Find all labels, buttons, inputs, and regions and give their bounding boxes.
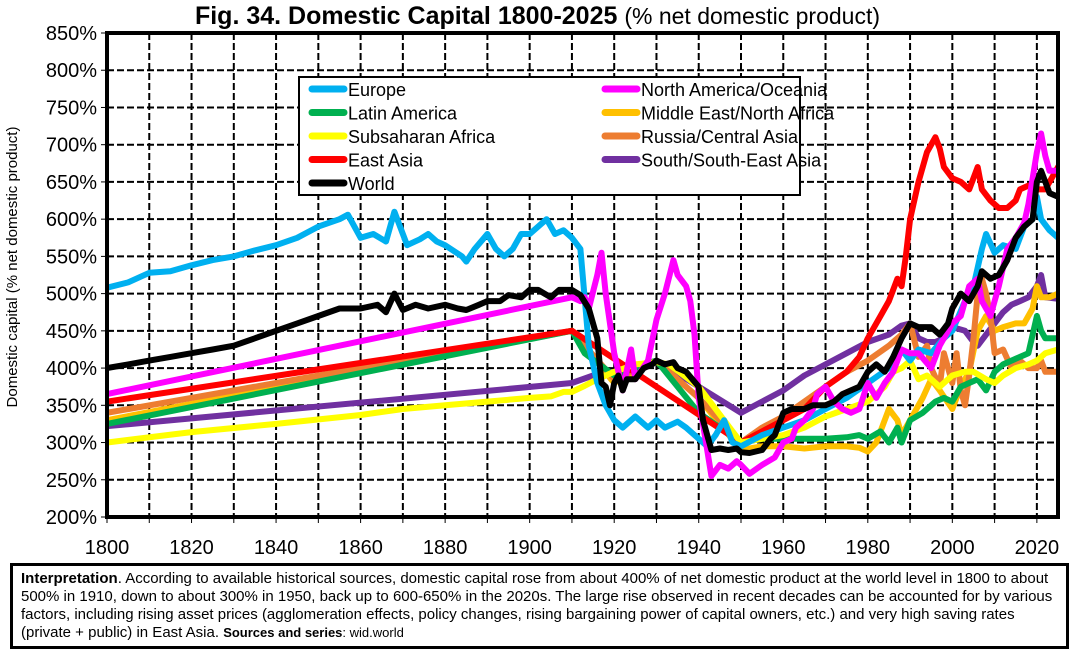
legend-item: Middle East/North Africa <box>601 104 835 124</box>
x-tick-label: 1960 <box>761 537 806 559</box>
y-tick-label: 750% <box>46 97 97 119</box>
legend-box <box>298 76 801 196</box>
note-label: Interpretation <box>21 570 118 587</box>
interpretation-note: Interpretation. According to available h… <box>10 563 1069 649</box>
y-tick-label: 350% <box>46 395 97 417</box>
x-tick-label: 1840 <box>254 537 299 559</box>
y-tick-label: 250% <box>46 470 97 492</box>
chart-title-main: Fig. 34. Domestic Capital 1800-2025 <box>194 2 618 30</box>
y-tick-label: 400% <box>46 358 97 380</box>
legend-label: North America/Oceania <box>641 80 828 100</box>
y-tick-label: 850% <box>46 23 97 45</box>
chart-subtitle: (% net domestic product) <box>624 3 881 29</box>
legend-label: World <box>348 174 395 194</box>
legend-label: Europe <box>348 80 406 100</box>
sources-label: Sources and series <box>223 625 343 640</box>
y-tick-label: 300% <box>46 433 97 455</box>
y-tick-label: 550% <box>46 246 97 268</box>
legend-label: South/South-East Asia <box>641 151 822 171</box>
legend-item: Subsaharan Africa <box>308 127 496 147</box>
sources-text: : wid.world <box>342 625 404 640</box>
x-tick-label: 1900 <box>507 537 552 559</box>
legend-label: Russia/Central Asia <box>641 127 799 147</box>
y-axis-label: Domestic capital (% net domestic product… <box>4 127 21 408</box>
legend-item: Latin America <box>308 104 458 124</box>
x-tick-label: 1880 <box>423 537 468 559</box>
x-tick-label: 2000 <box>930 537 975 559</box>
x-tick-label: 2020 <box>1015 537 1060 559</box>
series-layer <box>107 130 1058 479</box>
x-tick-label: 1800 <box>85 537 130 559</box>
chart-title: Fig. 34. Domestic Capital 1800-2025 (% n… <box>0 2 1075 31</box>
y-tick-label: 600% <box>46 209 97 231</box>
legend-item: East Asia <box>308 151 424 171</box>
series-line-europe <box>107 193 1058 450</box>
note-text: . According to available historical sour… <box>21 570 1053 641</box>
x-tick-label: 1920 <box>592 537 637 559</box>
series-line-north-america-oceania <box>107 130 1058 479</box>
legend-item: South/South-East Asia <box>601 151 822 171</box>
series-line-world <box>107 167 1058 456</box>
y-axis: 200% 250% 300% 350% 400% 450% 500% 550% 600% 650%… <box>46 23 107 529</box>
legend-label: East Asia <box>348 151 424 171</box>
legend-item: Russia/Central Asia <box>601 127 799 147</box>
y-tick-label: 700% <box>46 135 97 157</box>
x-tick-label: 1820 <box>169 537 214 559</box>
legend-item: North America/Oceania <box>601 80 828 100</box>
series-line-east-asia <box>107 134 1058 446</box>
legend-item: Europe <box>308 80 406 100</box>
x-tick-label: 1980 <box>846 537 891 559</box>
y-tick-label: 500% <box>46 284 97 306</box>
y-tick-label: 450% <box>46 321 97 343</box>
plot-frame <box>105 31 1060 519</box>
legend: Europe Latin America Subsaharan Africa East… <box>298 76 835 196</box>
x-tick-label: 1940 <box>676 537 721 559</box>
y-tick-label: 200% <box>46 507 97 529</box>
y-tick-label: 800% <box>46 60 97 82</box>
legend-item: World <box>308 174 395 194</box>
legend-label: Middle East/North Africa <box>641 104 835 124</box>
x-axis: 1800 1820 1840 1860 1880 1900 1920 1940 1960 1980… <box>85 517 1059 559</box>
series-line-south-south-east-asia <box>107 272 1058 430</box>
legend-label: Latin America <box>348 104 458 124</box>
chart: 200% 250% 300% 350% 400% 450% 500% 550% 600% 650%… <box>4 23 1060 559</box>
x-tick-label: 1860 <box>338 537 383 559</box>
y-tick-label: 650% <box>46 172 97 194</box>
legend-label: Subsaharan Africa <box>348 127 496 147</box>
